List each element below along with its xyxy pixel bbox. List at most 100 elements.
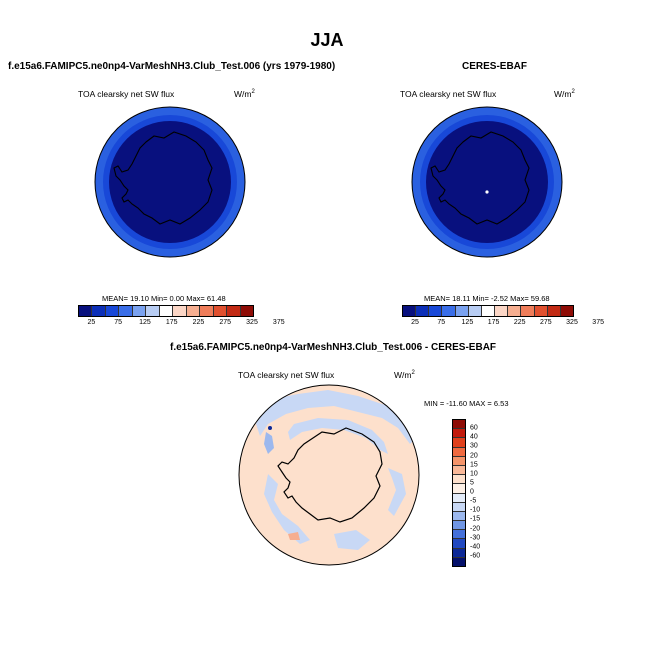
colorbar-tick-label: 5 <box>470 479 474 487</box>
colorbar-tick-label: 375 <box>272 319 285 326</box>
obs-panel-title: CERES-EBAF <box>462 61 528 72</box>
colorbar-tick-label: 225 <box>513 319 526 326</box>
colorbar-swatch <box>240 306 254 316</box>
colorbar-tick-label: -60 <box>470 552 481 560</box>
obs-variable-label: TOA clearsky net SW flux <box>400 89 497 99</box>
colorbar-swatch <box>453 557 465 566</box>
colorbar-tick-label: 15 <box>470 461 478 469</box>
colorbar-swatch <box>453 447 465 457</box>
colorbar-tick-label: 325 <box>566 319 578 326</box>
diff-negative-region-peninsula <box>264 432 274 454</box>
colorbar-tick-label: 175 <box>165 319 178 326</box>
obs-colorbar-ticks: 25 75 125 175 225 275 325 375 <box>402 319 604 329</box>
colorbar-tick-label: 0 <box>470 488 474 496</box>
model-units: W/m2 <box>234 89 255 99</box>
diff-stats: MIN = -11.60 MAX = 6.53 <box>424 399 509 408</box>
colorbar-tick-label: 40 <box>470 433 478 441</box>
obs-inner-field <box>426 121 548 243</box>
colorbar-tick-label: 325 <box>246 319 258 326</box>
season-title: JJA <box>310 30 344 50</box>
colorbar-tick-label: 125 <box>139 319 151 326</box>
colorbar-tick-label: -5 <box>470 497 477 505</box>
model-variable-label: TOA clearsky net SW flux <box>78 89 175 99</box>
obs-pole-dot <box>485 190 489 194</box>
colorbar-swatch <box>186 306 201 316</box>
obs-polar-map <box>411 106 563 258</box>
colorbar-tick-label: 75 <box>437 319 446 326</box>
diff-negative-region-inner <box>288 418 388 454</box>
colorbar-swatch <box>508 306 522 316</box>
model-inner-field <box>109 121 231 243</box>
colorbar-swatch <box>453 502 465 512</box>
colorbar-swatch <box>453 539 465 549</box>
colorbar-swatch <box>468 306 482 316</box>
colorbar-swatch <box>159 306 174 316</box>
colorbar-tick-label: 30 <box>470 442 478 450</box>
colorbar-tick-label: 25 <box>411 319 419 326</box>
colorbar-swatch <box>547 306 561 316</box>
diff-antarctica-coastline <box>277 427 383 523</box>
obs-stats: MEAN= 18.11 Min= -2.52 Max= 59.68 <box>424 294 550 303</box>
colorbar-swatch <box>403 306 417 316</box>
colorbar-tick-label: 25 <box>87 319 96 326</box>
obs-colorbar <box>402 305 574 317</box>
colorbar-swatch <box>453 521 465 531</box>
diff-positive-spot <box>288 532 300 540</box>
model-panel-title: f.e15a6.FAMIPC5.ne0np4-VarMeshNH3.Club_T… <box>8 61 336 72</box>
colorbar-swatch <box>453 438 465 448</box>
colorbar-tick-label: -40 <box>470 543 481 551</box>
diff-units: W/m2 <box>394 370 415 380</box>
colorbar-swatch <box>481 306 496 316</box>
obs-units: W/m2 <box>554 89 575 99</box>
diff-negative-region-south <box>334 530 370 550</box>
colorbar-swatch <box>92 306 106 316</box>
diff-map-border <box>238 384 420 566</box>
colorbar-swatch <box>105 306 120 316</box>
colorbar-swatch <box>227 306 241 316</box>
colorbar-swatch <box>455 306 469 316</box>
colorbar-swatch <box>453 420 465 430</box>
colorbar-tick-label: 75 <box>114 319 123 326</box>
colorbar-swatch <box>453 530 465 540</box>
colorbar-swatch <box>442 306 456 316</box>
model-colorbar <box>78 305 254 317</box>
colorbar-tick-label: 60 <box>470 424 478 432</box>
model-stats: MEAN= 19.10 Min= 0.00 Max= 61.48 <box>102 294 226 303</box>
colorbar-tick-label: 175 <box>487 319 500 326</box>
colorbar-swatch <box>146 306 160 316</box>
colorbar-swatch <box>173 306 187 316</box>
colorbar-tick-label: -15 <box>470 515 481 523</box>
colorbar-tick-label: 375 <box>592 319 604 326</box>
diff-negative-region-north <box>256 390 414 444</box>
diff-colorbar <box>452 419 466 567</box>
colorbar-swatch <box>79 306 93 316</box>
diff-colorbar-ticks: 60 40 30 20 15 10 5 0 -5 -10 -15 -20 -30 -40 -60 <box>468 419 498 565</box>
colorbar-tick-label: 20 <box>470 452 478 459</box>
colorbar-swatch <box>429 306 443 316</box>
diff-panel-title: f.e15a6.FAMIPC5.ne0np4-VarMeshNH3.Club_T… <box>170 342 497 353</box>
diff-variable-label: TOA clearsky net SW flux <box>238 370 335 380</box>
model-antarctica-coastline <box>113 131 213 225</box>
model-colorbar-ticks: 25 75 125 175 225 275 325 375 <box>78 319 284 329</box>
colorbar-swatch <box>560 306 574 316</box>
colorbar-tick-label: 225 <box>192 319 205 326</box>
colorbar-tick-label: 275 <box>219 319 232 326</box>
colorbar-tick-label: -30 <box>470 534 481 542</box>
colorbar-swatch <box>453 548 465 558</box>
colorbar-swatch <box>453 465 465 476</box>
colorbar-swatch <box>453 484 465 494</box>
obs-antarctica-coastline <box>430 131 530 225</box>
diff-negative-region-east <box>388 468 406 516</box>
colorbar-swatch <box>534 306 548 316</box>
colorbar-swatch <box>495 306 509 316</box>
colorbar-tick-label: 275 <box>540 319 552 326</box>
colorbar-tick-label: -10 <box>470 506 481 514</box>
colorbar-tick-label: -20 <box>470 525 481 532</box>
colorbar-swatch <box>416 306 430 316</box>
colorbar-swatch <box>453 511 465 522</box>
colorbar-swatch <box>200 306 214 316</box>
colorbar-swatch <box>453 456 465 466</box>
model-map-border <box>94 106 246 258</box>
diff-negative-region-west <box>264 474 310 544</box>
colorbar-swatch <box>119 306 133 316</box>
